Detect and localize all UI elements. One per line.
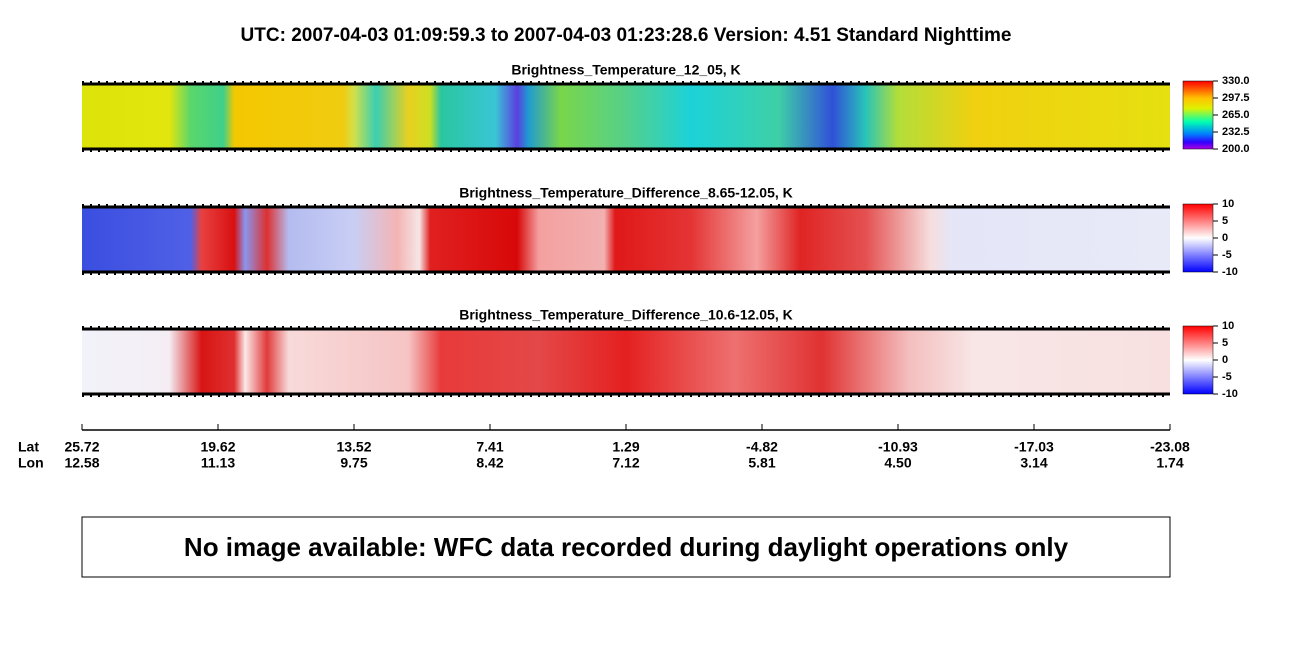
colorbar-tick-label: -10	[1222, 388, 1238, 400]
colorbar-tick-label: 0	[1222, 354, 1228, 366]
lon-tick-label: 7.12	[612, 455, 639, 471]
lat-tick-label: -10.93	[878, 439, 918, 455]
page-title: UTC: 2007-04-03 01:09:59.3 to 2007-04-03…	[241, 25, 1012, 46]
colorbar-tick-label: 10	[1222, 198, 1234, 210]
lon-tick-label: 12.58	[64, 455, 99, 471]
colorbar-tick-label: -5	[1222, 371, 1232, 383]
colorbar	[1182, 80, 1214, 150]
lat-tick-label: -23.08	[1150, 439, 1190, 455]
lat-tick-label: 25.72	[64, 439, 99, 455]
lat-tick-label: 19.62	[200, 439, 235, 455]
lat-tick-label: -17.03	[1014, 439, 1054, 455]
colorbar-tick-label: -5	[1222, 249, 1232, 261]
lat-tick-label: -4.82	[746, 439, 778, 455]
colorbar-tick-label: 200.0	[1222, 143, 1250, 155]
lon-tick-label: 1.74	[1156, 455, 1183, 471]
lon-tick-label: 4.50	[884, 455, 911, 471]
data-image	[82, 329, 1170, 394]
lat-tick-label: 13.52	[336, 439, 371, 455]
panel-title: Brightness_Temperature_Difference_8.65-1…	[459, 185, 793, 201]
colorbar	[1182, 203, 1214, 273]
message: No image available: WFC data recorded du…	[184, 532, 1069, 562]
colorbar-tick-label: 5	[1222, 337, 1228, 349]
panel-title: Brightness_Temperature_12_05, K	[511, 62, 740, 78]
lon-tick-label: 9.75	[340, 455, 367, 471]
lon-tick-label: 8.42	[476, 455, 503, 471]
colorbar	[1182, 325, 1214, 395]
data-image	[82, 84, 1170, 149]
data-image	[82, 207, 1170, 272]
colorbar-tick-label: 10	[1222, 320, 1234, 332]
lat-tick-label: 7.41	[476, 439, 503, 455]
colorbar-tick-label: 297.5	[1222, 92, 1250, 104]
lon-tick-label: 11.13	[201, 455, 235, 471]
colorbar-tick-label: 330.0	[1222, 75, 1250, 87]
panel-title: Brightness_Temperature_Difference_10.6-1…	[459, 307, 793, 323]
colorbar-tick-label: 5	[1222, 215, 1228, 227]
lon-label: Lon	[18, 455, 44, 471]
colorbar-tick-label: 0	[1222, 232, 1228, 244]
message-box	[81, 516, 1171, 578]
lon-tick-label: 5.81	[748, 455, 775, 471]
lat-tick-label: 1.29	[612, 439, 639, 455]
colorbar-tick-label: 265.0	[1222, 109, 1250, 121]
lon-tick-label: 3.14	[1020, 455, 1047, 471]
colorbar-tick-label: -10	[1222, 266, 1238, 278]
lat-label: Lat	[18, 439, 39, 455]
colorbar-tick-label: 232.5	[1222, 126, 1250, 138]
